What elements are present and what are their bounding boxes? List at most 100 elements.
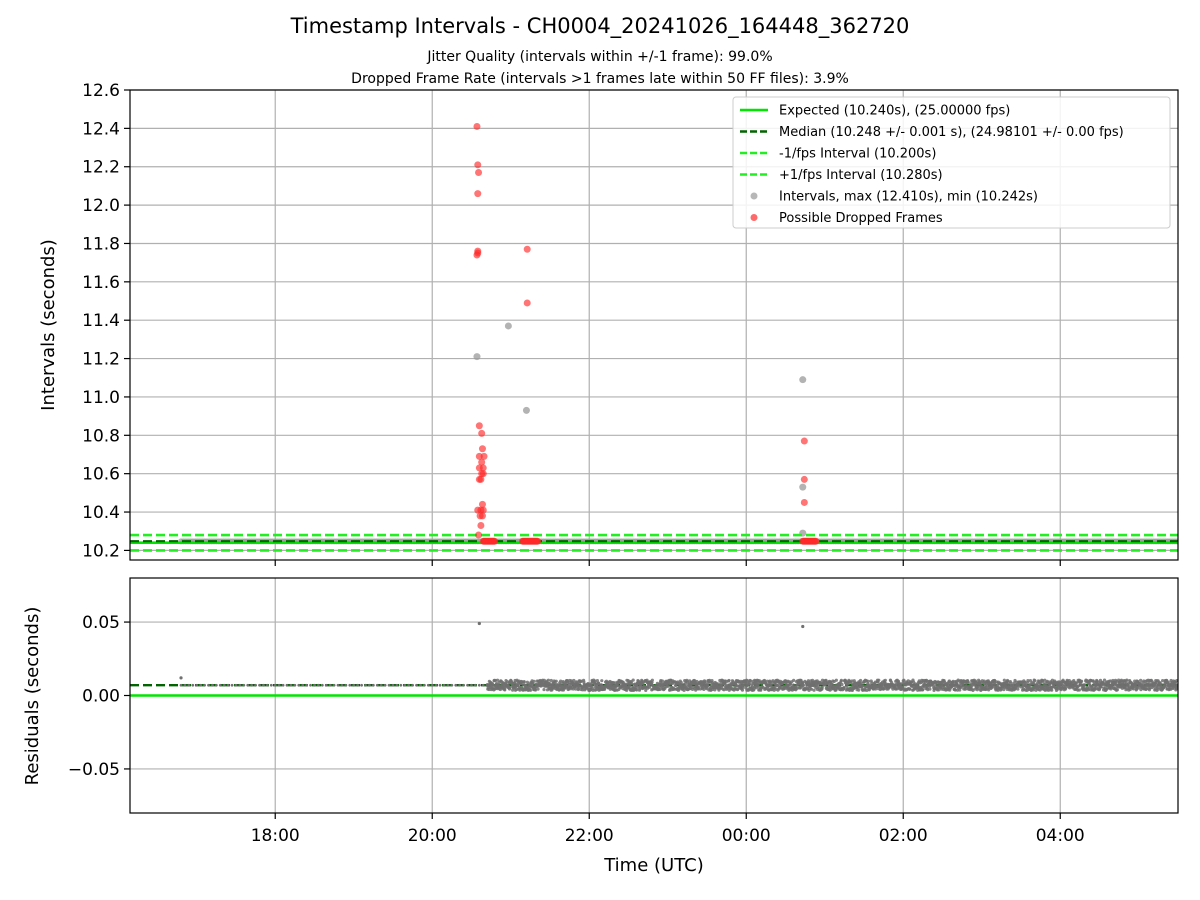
legend-label: Possible Dropped Frames [779,211,943,226]
residual-point [222,683,226,687]
dropped-frame-point [474,190,482,198]
dropped-frame-point [478,458,486,466]
dropped-frame-point [523,299,531,307]
residual-point [660,679,664,683]
residual-point [1115,688,1119,692]
top-y-tick-label: 10.6 [82,465,120,485]
dropped-frame-point [475,168,483,176]
residual-point [1174,686,1178,691]
legend-label: Intervals, max (12.410s), min (10.242s) [779,190,1038,205]
residual-point [1074,681,1078,685]
residual-point [250,683,254,687]
residual-point [1156,687,1160,691]
residual-point [1134,682,1138,686]
residual-point [226,683,230,687]
residual-point [924,678,929,682]
residual-point [740,688,745,692]
residual-point [679,680,683,685]
residual-point [1006,679,1010,684]
legend: Expected (10.240s), (25.00000 fps) Median… [732,96,1171,229]
residual-point [230,683,234,687]
residual-point [528,688,533,692]
x-tick-label: 18:00 [251,826,300,846]
residual-point [348,683,352,687]
residual-point [191,683,195,687]
residual-point [532,679,536,683]
residual-point [840,682,844,687]
residual-point [809,687,814,691]
x-tick-label: 02:00 [879,826,928,846]
residual-point [364,683,367,687]
residual-point [1031,688,1036,692]
residual-point [1175,679,1178,683]
residual-point [1131,687,1136,691]
residual-point [293,683,297,687]
top-y-tick-label: 11.4 [82,311,120,331]
top-y-tick-label: 12.4 [82,119,120,139]
residual-point [1043,678,1047,682]
residual-point [328,683,332,687]
interval-point [522,406,530,414]
residual-point [336,683,340,687]
residual-point [391,683,395,687]
dropped-frame-point [480,452,488,460]
residual-point [477,621,481,626]
residual-point [559,679,563,683]
residual-point [446,683,450,687]
residual-point [262,683,265,687]
residual-point [199,683,203,687]
residual-point [352,683,356,687]
residual-point [961,682,965,686]
residual-point [647,685,652,689]
dropped-frame-point [812,537,820,545]
x-tick-label: 22:00 [565,826,614,846]
residual-point [269,683,273,687]
residual-point [203,683,206,687]
residual-point [301,683,305,687]
residual-point [324,683,328,687]
residual-point [508,685,512,690]
residual-point [179,683,183,687]
residual-point [1050,688,1054,692]
residual-point [1016,687,1020,691]
x-axis-label: Time (UTC) [603,855,704,876]
residual-point [438,683,442,687]
residual-point [265,683,269,687]
residual-point [426,683,430,687]
residual-point [399,683,403,687]
residual-point [858,678,863,683]
interval-point [504,322,512,330]
residual-point [536,687,540,691]
residual-point [908,687,912,691]
residual-point [1159,682,1163,686]
residual-point [801,683,805,687]
residual-point [332,683,336,687]
residual-point [371,683,375,687]
interval-point [799,376,807,384]
residual-point [415,683,418,687]
residual-point [549,678,553,683]
legend-box [732,96,1171,229]
chart-subtitle-jitter: Jitter Quality (intervals within +/-1 fr… [427,49,773,65]
residual-point [313,683,316,687]
dropped-frame-point [477,475,485,483]
residual-point [495,678,500,682]
residual-point [806,679,811,683]
top-y-tick-label: 12.2 [82,158,120,178]
dropped-frame-point [474,161,482,169]
residual-point [1002,678,1006,682]
residual-point [706,683,710,688]
residual-point [820,685,824,690]
residual-point [616,684,620,688]
residual-point [183,683,187,687]
dropped-frame-point [523,245,531,253]
top-y-axis-label: Intervals (seconds) [38,239,59,411]
dropped-frame-point [491,537,499,545]
residual-point [630,682,634,686]
top-y-tick-label: 11.2 [82,350,120,370]
residual-point [214,683,218,687]
top-axes-frame [129,89,1179,561]
residual-point [1033,679,1037,683]
residual-point [419,683,422,687]
residual-point [411,683,415,687]
